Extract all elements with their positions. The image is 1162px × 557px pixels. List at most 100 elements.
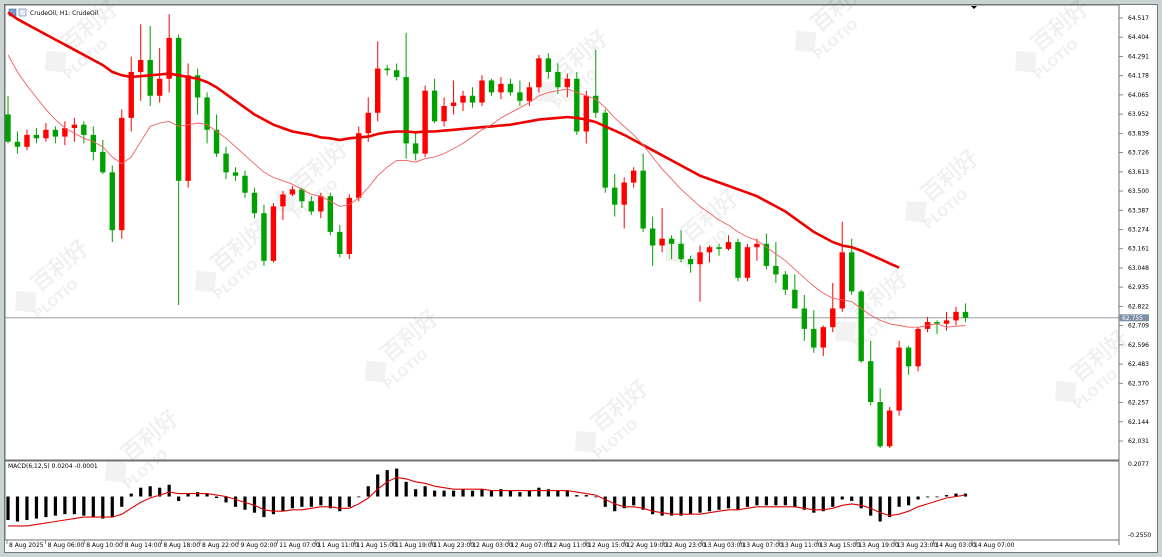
macd-bar	[527, 490, 531, 497]
macd-bar	[442, 490, 446, 497]
candle-body	[384, 68, 390, 71]
candle-body	[811, 328, 817, 348]
candle-body	[583, 95, 589, 132]
macd-bar	[233, 496, 238, 507]
candle-body	[725, 242, 732, 249]
candle-body	[782, 274, 789, 290]
ma-fast-line	[7, 54, 966, 328]
macd-bar	[859, 496, 863, 509]
macd-bar	[53, 496, 57, 516]
price-tick-label: 63.726	[1128, 150, 1149, 157]
watermark-logo-icon	[834, 320, 857, 343]
price-tick-label: 62.935	[1128, 284, 1149, 291]
candle-body	[43, 129, 49, 139]
candle-body	[507, 83, 514, 93]
macd-bar	[177, 496, 181, 501]
macd-bar	[546, 489, 550, 497]
macd-bar	[139, 487, 143, 497]
candle-body	[327, 196, 334, 232]
macd-pane-border	[4, 460, 1120, 541]
macd-top-label: 0.2077	[1128, 461, 1149, 468]
candle-body	[668, 238, 675, 244]
candle-body	[915, 328, 921, 367]
candle-body	[735, 242, 741, 278]
macd-bar	[688, 496, 693, 515]
candle-body	[138, 60, 144, 72]
price-tick-label: 63.839	[1128, 130, 1149, 137]
macd-bar	[205, 493, 209, 497]
candles-layer	[5, 14, 969, 448]
time-tick-label: 14 Aug 03:00	[935, 542, 976, 549]
candle-body	[555, 71, 561, 88]
macd-bar	[167, 484, 171, 497]
macd-histogram	[6, 468, 968, 522]
macd-bar	[584, 495, 588, 497]
candle-body	[223, 153, 229, 173]
macd-bar	[793, 496, 797, 507]
macd-bar	[309, 496, 313, 507]
candle-body	[24, 134, 30, 147]
macd-bar	[907, 496, 911, 506]
candle-body	[830, 308, 836, 328]
candle-body	[649, 228, 656, 246]
macd-bar	[603, 496, 607, 507]
macd-bar	[508, 490, 513, 497]
candle-body	[896, 347, 902, 411]
macd-bar	[935, 496, 939, 498]
watermark-logo-icon	[104, 460, 127, 483]
macd-bar	[755, 496, 759, 506]
time-tick-label: 13 Aug 19:00	[858, 542, 899, 549]
time-tick-label: 12 Aug 03:00	[472, 542, 513, 549]
macd-bottom-label: -0.2550	[1128, 532, 1151, 539]
price-tick-label: 63.500	[1128, 188, 1149, 195]
candle-body	[801, 308, 808, 329]
current-price-tag: 62.755	[1119, 314, 1149, 322]
macd-bar	[252, 496, 257, 513]
time-tick-label: 8 Aug 2025	[9, 542, 44, 549]
macd-bar	[537, 487, 541, 497]
candle-body	[517, 92, 523, 101]
macd-bar	[271, 496, 276, 515]
watermark-logo-icon	[574, 430, 597, 453]
time-tick-label: 12 Aug 07:00	[511, 542, 552, 549]
candle-body	[251, 192, 258, 214]
macd-bar	[831, 496, 835, 507]
candle-body	[100, 151, 106, 173]
macd-bar	[120, 496, 124, 507]
price-tick-label: 62.257	[1128, 400, 1149, 407]
time-tick-label: 13 Aug 23:00	[897, 542, 938, 549]
macd-bar	[470, 490, 475, 497]
candle-body	[299, 189, 305, 202]
time-tick-label: 12 Aug 19:00	[627, 542, 668, 549]
macd-bar	[44, 496, 48, 518]
time-tick-label: 8 Aug 06:00	[48, 542, 85, 549]
candle-body	[318, 196, 324, 212]
candle-body	[375, 68, 381, 113]
macd-bar	[925, 496, 930, 498]
candle-body	[744, 247, 751, 278]
candle-body	[460, 95, 466, 103]
candle-body	[934, 322, 940, 324]
scroll-marker-icon[interactable]	[971, 6, 977, 9]
time-tick-label: 8 Aug 18:00	[163, 542, 200, 549]
macd-bar	[944, 495, 949, 497]
macd-bar	[72, 496, 76, 515]
macd-bar	[698, 496, 702, 513]
macd-bar	[575, 495, 579, 497]
macd-bar	[916, 496, 920, 500]
price-tick-label: 63.048	[1128, 265, 1149, 272]
macd-bar	[338, 496, 342, 512]
macd-bar	[660, 496, 664, 516]
price-tick-label: 62.709	[1128, 323, 1149, 330]
macd-bar	[461, 489, 465, 497]
candle-body	[14, 141, 21, 147]
price-tick-label: 63.161	[1128, 246, 1149, 253]
time-tick-label: 12 Aug 11:00	[549, 542, 590, 549]
symbol-title-text: CrudeOil, H1: CrudeOil	[30, 10, 98, 17]
time-tick-label: 11 Aug 15:00	[356, 542, 397, 549]
price-tick-label: 63.274	[1128, 227, 1149, 234]
